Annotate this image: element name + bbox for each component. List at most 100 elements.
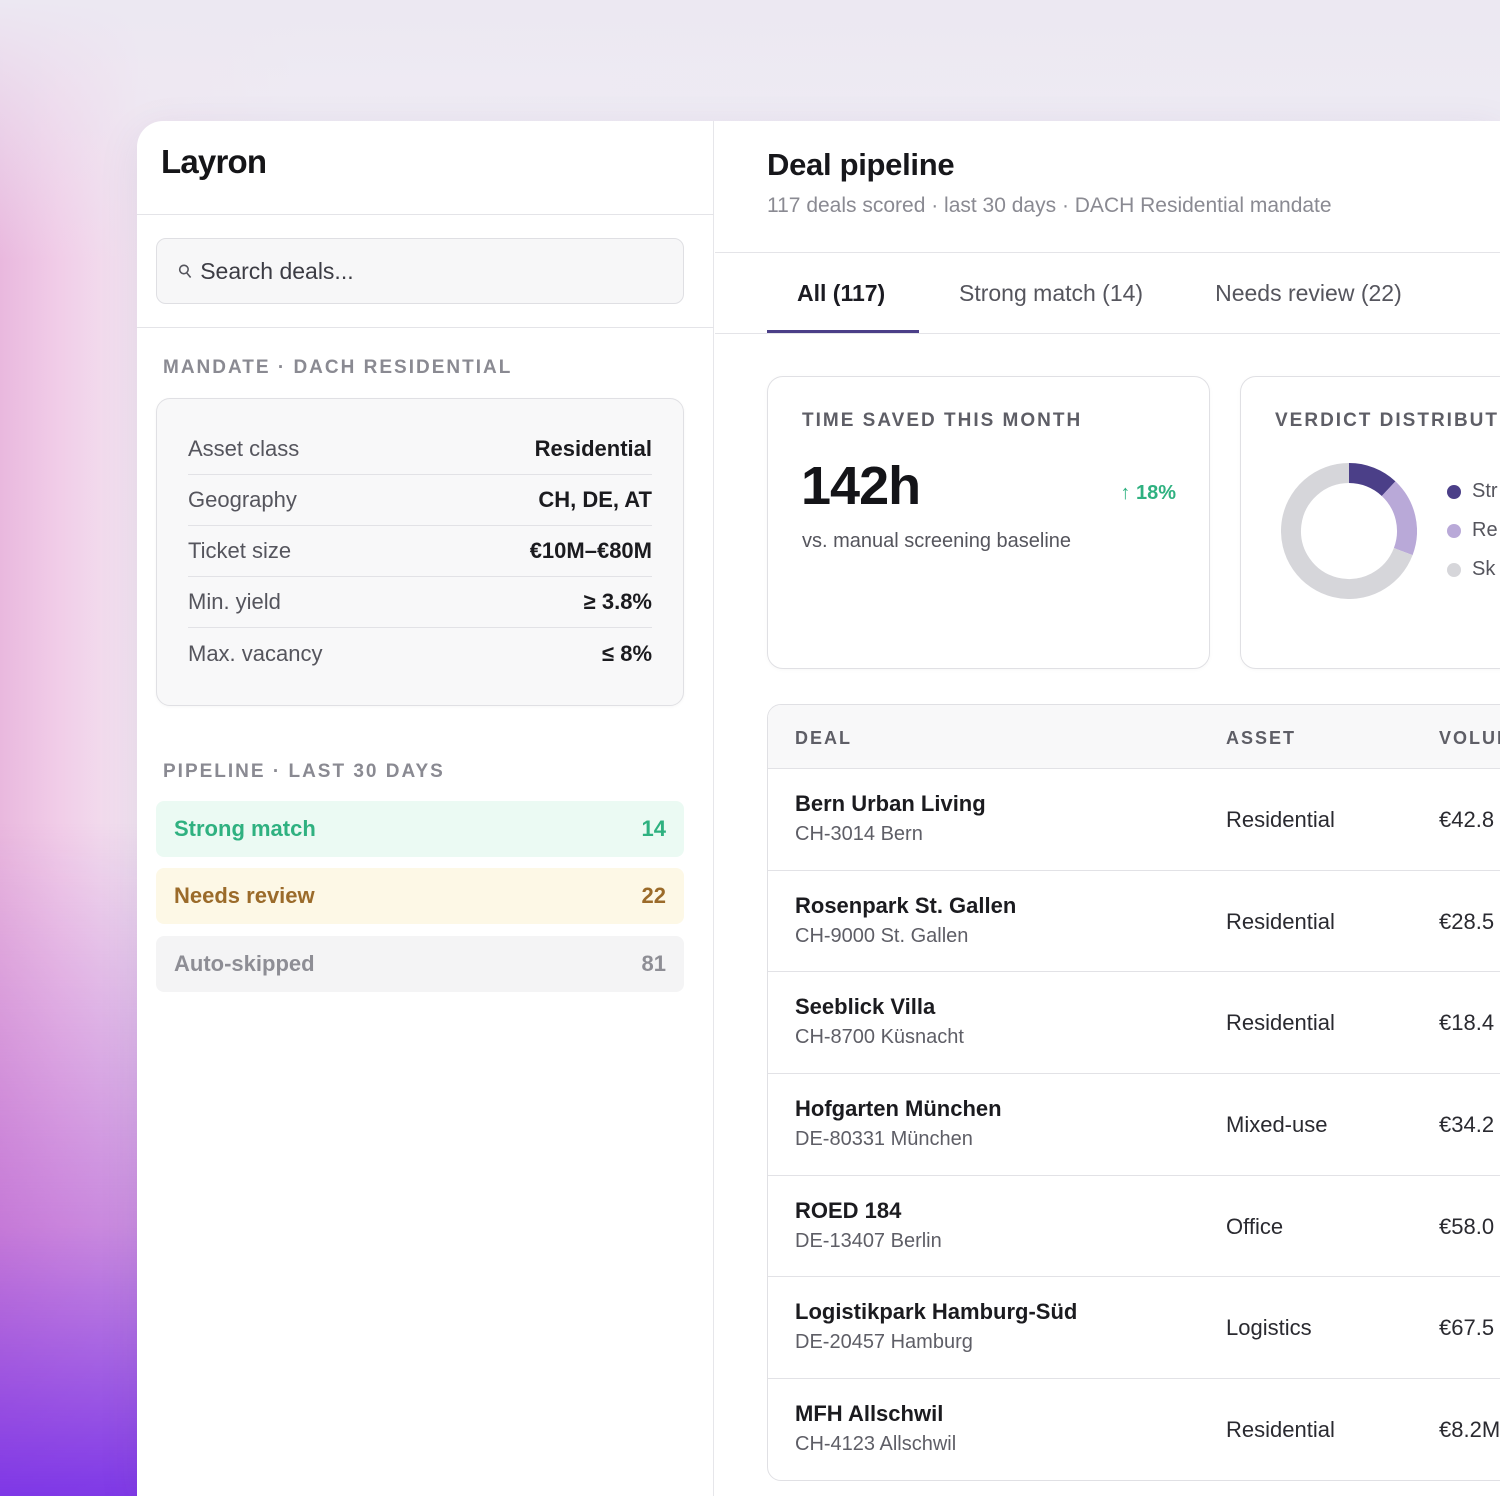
search-icon: ⚲ [173,258,197,283]
column-header-deal[interactable]: DEAL [795,728,852,748]
deal-asset: Residential [1226,807,1335,832]
search-placeholder: Search deals... [200,257,354,284]
main-panel: Deal pipeline 117 deals scored · last 30… [715,121,1500,1496]
deal-volume: €18.4 [1439,1010,1495,1036]
deal-asset: Mixed-use [1226,1112,1328,1138]
deal-location: CH-3014 Bern [795,823,923,845]
mandate-card: Asset class Residential Geography CH, DE… [156,398,684,706]
donut-slice-auto-skipped [1281,463,1413,599]
pipeline-item-count: 22 [641,883,666,908]
legend-label: Str [1472,480,1498,502]
tab-strong-match[interactable]: Strong match (14) [959,280,1144,306]
column-header-volume[interactable]: VOLUM [1439,728,1500,748]
table-row[interactable]: Hofgarten München DE-80331 München Mixed… [768,1074,1500,1176]
time-saved-card: TIME SAVED THIS MONTH 142h ↑ 18% vs. man… [767,376,1210,669]
donut-slice-strong-match [1348,463,1396,497]
deal-volume: €34.2 [1439,1112,1495,1138]
tab-needs-review[interactable]: Needs review (22) [1215,280,1402,306]
table-row[interactable]: Logistikpark Hamburg-Süd DE-20457 Hambur… [768,1277,1500,1380]
deal-name: Bern Urban Living [795,791,986,816]
pipeline-item-needs-review[interactable]: Needs review 22 [156,868,684,924]
pipeline-item-label: Needs review [174,883,315,908]
legend-dot [1447,484,1461,499]
mandate-section-label: MANDATE · DACH RESIDENTIAL [163,357,513,378]
deal-volume: €58.0 [1439,1213,1495,1239]
card-label: VERDICT DISTRIBUTI [1275,410,1500,431]
table-row[interactable]: Seeblick Villa CH-8700 Küsnacht Resident… [768,972,1500,1075]
deal-location: DE-80331 München [795,1128,973,1151]
mandate-row-min-yield: Min. yield ≥ 3.8% [188,577,652,628]
page-title: Deal pipeline [767,147,955,182]
deal-location: CH-4123 Allschwil [795,1433,957,1456]
deal-location: CH-8700 Küsnacht [795,1026,964,1049]
delta-badge: ↑ 18% [1120,482,1176,505]
pipeline-item-strong-match[interactable]: Strong match 14 [156,801,684,857]
legend-dot [1447,523,1461,538]
verdict-distribution-card: VERDICT DISTRIBUTI Str Re Sk [1240,376,1500,669]
mandate-key: Min. yield [188,589,281,614]
mandate-key: Asset class [188,436,300,461]
pipeline-item-auto-skipped[interactable]: Auto-skipped 81 [156,936,684,992]
legend-item: Re [1447,519,1498,542]
verdict-donut-chart [1281,463,1417,599]
deal-name: Seeblick Villa [795,994,936,1020]
deals-table: DEAL ASSET VOLUM Bern Urban Living CH-30… [767,704,1500,1481]
deal-name: Rosenpark St. Gallen [795,892,1017,918]
card-note: vs. manual screening baseline [802,530,1072,552]
app-window: Layron ⚲ Search deals... MANDATE · DACH … [137,121,1500,1496]
mandate-row-max-vacancy: Max. vacancy ≤ 8% [188,628,652,679]
deal-location: DE-20457 Hamburg [795,1331,973,1354]
mandate-key: Max. vacancy [188,640,323,666]
table-row[interactable]: Rosenpark St. Gallen CH-9000 St. Gallen … [768,871,1500,973]
legend-dot [1447,562,1461,577]
table-row[interactable]: MFH Allschwil CH-4123 Allschwil Resident… [768,1379,1500,1480]
deal-volume: €8.2M [1439,1417,1500,1443]
card-label: TIME SAVED THIS MONTH [802,410,1083,431]
mandate-value: ≥ 3.8% [583,589,652,614]
mandate-row-asset-class: Asset class Residential [188,424,652,475]
time-saved-value: 142h [801,456,921,516]
deal-volume: €28.5 [1439,908,1495,934]
mandate-key: Ticket size [188,538,292,563]
tab-bar: All (117) Strong match (14) Needs review… [767,276,1402,334]
search-input[interactable]: ⚲ Search deals... [156,238,684,304]
mandate-row-geography: Geography CH, DE, AT [188,475,652,526]
pipeline-item-count: 81 [641,951,666,976]
legend-label: Sk [1472,558,1496,580]
mandate-value: CH, DE, AT [538,487,652,512]
deal-asset: Residential [1226,1010,1335,1036]
tab-all[interactable]: All (117) [767,276,919,334]
column-header-asset[interactable]: ASSET [1226,728,1297,748]
pipeline-section-label: PIPELINE · LAST 30 DAYS [163,761,445,782]
deal-asset: Logistics [1226,1315,1312,1341]
mandate-row-ticket-size: Ticket size €10M–€80M [188,526,652,577]
deal-name: Logistikpark Hamburg-Süd [795,1299,1078,1325]
deal-name: Hofgarten München [795,1096,1002,1122]
table-row[interactable]: ROED 184 DE-13407 Berlin Office €58.0 [768,1176,1500,1278]
deal-asset: Residential [1226,1417,1335,1443]
table-header: DEAL ASSET VOLUM [768,705,1500,769]
deal-asset: Office [1226,1213,1284,1239]
arrow-up-icon: ↑ [1120,482,1131,504]
mandate-value: Residential [534,436,652,461]
mandate-key: Geography [188,487,297,512]
page-subtitle: 117 deals scored · last 30 days · DACH R… [767,194,1332,217]
legend-item: Str [1447,480,1498,503]
divider [715,252,1500,253]
divider [137,327,714,328]
pipeline-item-label: Strong match [174,816,316,841]
deal-location: CH-9000 St. Gallen [795,924,969,947]
deal-asset: Residential [1226,908,1335,934]
deal-name: ROED 184 [795,1197,902,1223]
deal-location: DE-13407 Berlin [795,1229,942,1252]
pipeline-item-label: Auto-skipped [174,951,315,976]
mandate-value: ≤ 8% [602,640,652,666]
app-logo[interactable]: Layron [161,143,267,180]
sidebar: Layron ⚲ Search deals... MANDATE · DACH … [137,121,714,1496]
legend-item: Sk [1447,558,1495,581]
deal-volume: €42.8 [1439,807,1495,832]
donut-slice-needs-review [1381,481,1417,556]
legend-label: Re [1472,519,1498,541]
table-row[interactable]: Bern Urban Living CH-3014 Bern Residenti… [768,769,1500,871]
divider [715,333,1500,334]
